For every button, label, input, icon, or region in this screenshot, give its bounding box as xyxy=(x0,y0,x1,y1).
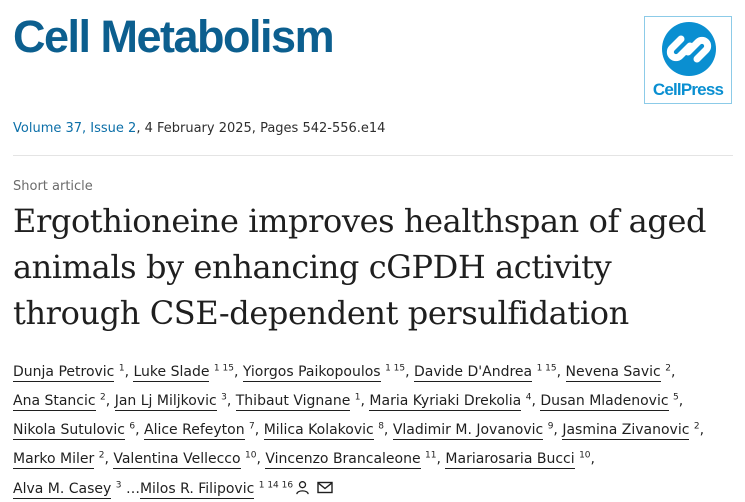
author-affiliation: 2 xyxy=(100,392,106,403)
author-link[interactable]: Vladimir M. Jovanovic xyxy=(392,422,544,441)
author-item: Alice Refeyton 7, xyxy=(144,421,260,441)
author-item: Dusan Mladenovic 5, xyxy=(540,392,684,411)
cellpress-logo-text: CellPress xyxy=(652,80,724,99)
cellpress-logo[interactable]: CellPress xyxy=(644,16,732,104)
author-link[interactable]: Maria Kyriaki Drekolia xyxy=(369,392,522,411)
author-affiliation: 1 xyxy=(118,363,125,373)
author-list: Dunja Petrovic 1, Luke Slade 1 15, Yiorg… xyxy=(13,356,738,502)
volume-issue-link[interactable]: Volume 37, Issue 2 xyxy=(13,121,137,136)
author-item: Jan Lj Miljkovic 3, xyxy=(114,392,232,411)
author-affiliation: 2 xyxy=(98,450,105,461)
article-title: Ergothioneine improves healthspan of age… xyxy=(13,202,707,332)
divider xyxy=(13,155,733,156)
author-item: Ana Stancic 2, xyxy=(13,392,111,411)
author-link[interactable]: Valentina Vellecco xyxy=(113,451,241,470)
author-item: Alva M. Casey 3 …Milos R. Filipovic 1 14… xyxy=(13,480,335,499)
author-item: Valentina Vellecco 10, xyxy=(113,450,261,470)
author-link[interactable]: Nevena Savic xyxy=(565,363,661,382)
author-item: Mariarosaria Bucci 10, xyxy=(445,450,595,470)
author-link[interactable]: Alice Refeyton xyxy=(144,422,245,441)
email-icon[interactable] xyxy=(316,481,333,494)
cellpress-logo-icon xyxy=(662,22,716,76)
author-affiliation: 3 xyxy=(221,392,227,403)
author-affiliation: 6 xyxy=(129,421,136,432)
author-affiliation: 1 15 xyxy=(536,363,557,373)
author-link[interactable]: Jan Lj Miljkovic xyxy=(114,392,217,411)
authors-ellipsis[interactable]: … xyxy=(125,480,140,497)
author-link[interactable]: Alva M. Casey xyxy=(13,480,112,499)
author-link[interactable]: Nikola Sutulovic xyxy=(13,422,125,441)
author-affiliation: 5 xyxy=(673,392,679,403)
author-link[interactable]: Dusan Mladenovic xyxy=(540,392,669,411)
author-affiliation: 11 xyxy=(425,450,437,461)
author-link[interactable]: Marko Miler xyxy=(13,451,95,470)
author-item: Vincenzo Brancaleone 11, xyxy=(265,450,441,470)
citation: Volume 37, Issue 2, 4 February 2025, Pag… xyxy=(13,121,385,136)
author-affiliation: 10 xyxy=(579,450,591,461)
author-affiliation: 2 xyxy=(693,421,700,432)
author-item: Yiorgos Paikopoulos 1 15, xyxy=(242,363,410,382)
author-item: Nevena Savic 2, xyxy=(565,363,676,382)
author-link[interactable]: Dunja Petrovic xyxy=(13,363,115,382)
author-item: Vladimir M. Jovanovic 9, xyxy=(392,421,558,441)
author-item: Maria Kyriaki Drekolia 4, xyxy=(369,392,536,411)
author-affiliation: 1 14 16 xyxy=(258,480,294,490)
journal-title[interactable]: Cell Metabolism xyxy=(13,11,335,62)
author-affiliation: 1 15 xyxy=(213,363,234,373)
author-affiliation: 7 xyxy=(249,421,255,432)
author-link[interactable]: Yiorgos Paikopoulos xyxy=(242,363,381,382)
author-link[interactable]: Vincenzo Brancaleone xyxy=(265,451,421,470)
author-affiliation: 10 xyxy=(245,450,257,461)
article-type: Short article xyxy=(13,179,93,194)
author-item: Marko Miler 2, xyxy=(13,450,109,470)
author-affiliation: 4 xyxy=(525,392,532,403)
author-item: Jasmina Zivanovic 2, xyxy=(562,421,705,441)
author-item: Dunja Petrovic 1, xyxy=(13,363,130,382)
author-link[interactable]: Milica Kolakovic xyxy=(263,422,374,441)
author-item: Luke Slade 1 15, xyxy=(133,363,239,382)
author-item: Thibaut Vignane 1, xyxy=(235,392,365,411)
author-affiliation: 2 xyxy=(665,363,671,373)
author-item: Nikola Sutulovic 6, xyxy=(13,421,140,441)
author-link[interactable]: Ana Stancic xyxy=(13,392,96,411)
author-link[interactable]: Milos R. Filipovic xyxy=(139,480,255,499)
author-link[interactable]: Jasmina Zivanovic xyxy=(562,422,690,441)
author-affiliation: 8 xyxy=(378,421,384,432)
author-link[interactable]: Luke Slade xyxy=(133,363,210,382)
author-link[interactable]: Mariarosaria Bucci xyxy=(445,451,575,470)
author-affiliation: 3 xyxy=(115,480,122,490)
citation-details: , 4 February 2025, Pages 542-556.e14 xyxy=(136,121,386,136)
author-item: Davide D'Andrea 1 15, xyxy=(414,363,562,382)
author-item: Milica Kolakovic 8, xyxy=(263,421,389,441)
author-link[interactable]: Thibaut Vignane xyxy=(235,392,351,411)
author-affiliation: 9 xyxy=(547,421,554,432)
author-affiliation: 1 15 xyxy=(385,363,406,373)
author-affiliation: 1 xyxy=(354,392,361,403)
author-link[interactable]: Davide D'Andrea xyxy=(414,363,533,382)
person-icon[interactable] xyxy=(295,480,310,495)
